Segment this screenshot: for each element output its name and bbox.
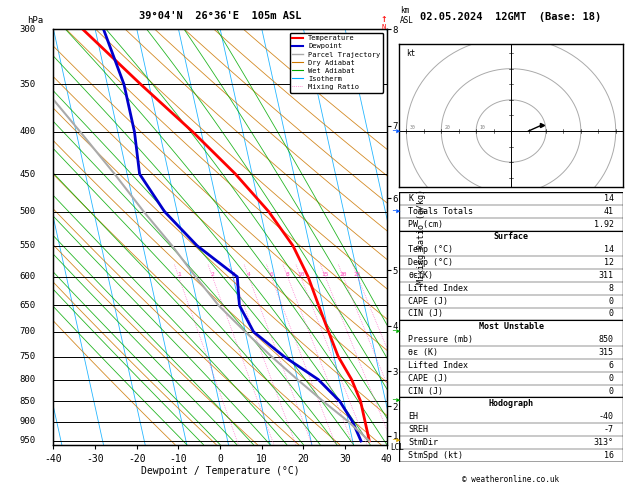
Text: Totals Totals: Totals Totals <box>408 207 474 216</box>
Text: CAPE (J): CAPE (J) <box>408 374 448 382</box>
Text: θε (K): θε (K) <box>408 348 438 357</box>
Text: 850: 850 <box>599 335 614 344</box>
Text: 20: 20 <box>445 124 450 129</box>
Text: 25: 25 <box>354 272 361 277</box>
Text: 550: 550 <box>19 241 35 250</box>
Text: 1: 1 <box>177 272 181 277</box>
Text: Surface: Surface <box>494 232 528 242</box>
Text: 0: 0 <box>609 296 614 306</box>
Text: -40: -40 <box>599 412 614 421</box>
Text: 41: 41 <box>604 207 614 216</box>
Text: 14: 14 <box>604 194 614 203</box>
Text: ─▶: ─▶ <box>392 129 401 135</box>
Text: 1.92: 1.92 <box>594 220 614 228</box>
Text: 0: 0 <box>609 310 614 318</box>
Text: 315: 315 <box>599 348 614 357</box>
Text: 6: 6 <box>609 361 614 370</box>
Text: 20: 20 <box>340 272 347 277</box>
Text: 0: 0 <box>609 386 614 396</box>
Text: kt: kt <box>406 49 416 58</box>
Text: 12: 12 <box>604 258 614 267</box>
Text: EH: EH <box>408 412 418 421</box>
Text: ─▶: ─▶ <box>392 438 401 444</box>
Text: StmDir: StmDir <box>408 438 438 447</box>
Text: 350: 350 <box>19 80 35 89</box>
Text: 850: 850 <box>19 397 35 406</box>
Text: Most Unstable: Most Unstable <box>479 322 543 331</box>
Text: 3: 3 <box>231 272 235 277</box>
Text: hPa: hPa <box>27 16 43 25</box>
Text: CIN (J): CIN (J) <box>408 310 443 318</box>
Text: 2: 2 <box>211 272 214 277</box>
Text: Hodograph: Hodograph <box>489 399 533 408</box>
Text: 500: 500 <box>19 207 35 216</box>
Text: 8: 8 <box>609 284 614 293</box>
Text: 0: 0 <box>609 374 614 382</box>
Text: K: K <box>408 194 413 203</box>
Legend: Temperature, Dewpoint, Parcel Trajectory, Dry Adiabat, Wet Adiabat, Isotherm, Mi: Temperature, Dewpoint, Parcel Trajectory… <box>289 33 383 93</box>
Text: SREH: SREH <box>408 425 428 434</box>
Text: © weatheronline.co.uk: © weatheronline.co.uk <box>462 474 560 484</box>
Text: 8: 8 <box>286 272 289 277</box>
Text: 10: 10 <box>480 124 486 129</box>
Text: N: N <box>382 24 386 30</box>
Text: CIN (J): CIN (J) <box>408 386 443 396</box>
Text: Temp (°C): Temp (°C) <box>408 245 454 254</box>
Text: 02.05.2024  12GMT  (Base: 18): 02.05.2024 12GMT (Base: 18) <box>420 12 602 22</box>
Text: -7: -7 <box>604 425 614 434</box>
Text: Mixing Ratio (g/kg): Mixing Ratio (g/kg) <box>417 190 426 284</box>
Text: 10: 10 <box>297 272 304 277</box>
Text: 16: 16 <box>604 451 614 460</box>
Text: StmSpd (kt): StmSpd (kt) <box>408 451 464 460</box>
Text: ─▶: ─▶ <box>392 208 401 215</box>
Text: 400: 400 <box>19 127 35 137</box>
Text: 450: 450 <box>19 170 35 178</box>
Text: Dewp (°C): Dewp (°C) <box>408 258 454 267</box>
Text: 800: 800 <box>19 375 35 384</box>
Text: 15: 15 <box>321 272 329 277</box>
Text: 313°: 313° <box>594 438 614 447</box>
Text: 700: 700 <box>19 328 35 336</box>
Text: 300: 300 <box>19 25 35 34</box>
Text: 900: 900 <box>19 417 35 426</box>
X-axis label: Dewpoint / Temperature (°C): Dewpoint / Temperature (°C) <box>141 467 299 476</box>
Text: 39°04'N  26°36'E  105m ASL: 39°04'N 26°36'E 105m ASL <box>139 11 301 21</box>
Text: ─▶: ─▶ <box>392 398 401 404</box>
Text: PW (cm): PW (cm) <box>408 220 443 228</box>
Text: ─▶: ─▶ <box>392 329 401 335</box>
Text: LCL: LCL <box>390 443 404 452</box>
Text: Lifted Index: Lifted Index <box>408 361 469 370</box>
Text: 6: 6 <box>269 272 273 277</box>
Text: km
ASL: km ASL <box>400 6 414 25</box>
Text: 950: 950 <box>19 436 35 446</box>
Text: 30: 30 <box>410 124 416 129</box>
Text: 311: 311 <box>599 271 614 280</box>
Text: ↑: ↑ <box>381 14 387 24</box>
Text: Pressure (mb): Pressure (mb) <box>408 335 474 344</box>
Text: Lifted Index: Lifted Index <box>408 284 469 293</box>
Text: 650: 650 <box>19 301 35 310</box>
Text: θε(K): θε(K) <box>408 271 433 280</box>
Text: 600: 600 <box>19 272 35 281</box>
Text: CAPE (J): CAPE (J) <box>408 296 448 306</box>
Text: 4: 4 <box>247 272 250 277</box>
Text: 750: 750 <box>19 352 35 361</box>
Text: 14: 14 <box>604 245 614 254</box>
